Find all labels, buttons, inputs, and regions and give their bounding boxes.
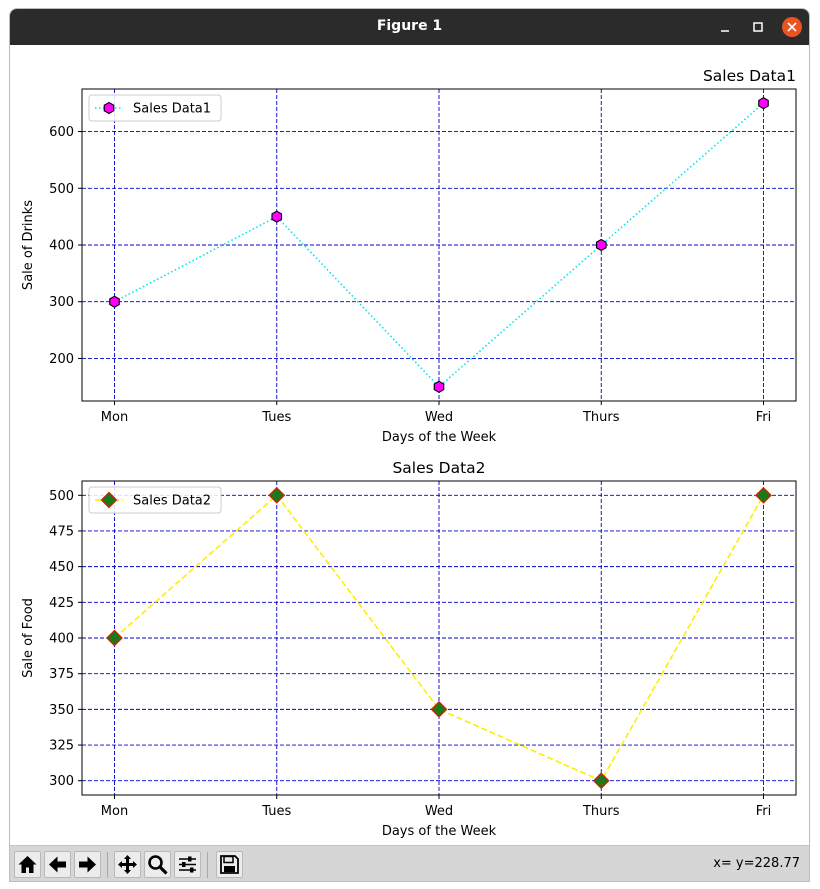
x-tick-label: Thurs (582, 804, 620, 819)
save-icon (220, 855, 239, 874)
data-point (595, 238, 607, 252)
x-tick-label: Tues (261, 804, 291, 819)
data-point (109, 295, 120, 308)
data-point (271, 210, 283, 223)
figure-window: Figure 1 Mon Tues Wed Thurs Fri 200 300 400 500 6… (9, 8, 810, 882)
chart-title: Sales Data2 (392, 459, 485, 477)
y-tick-label: 475 (49, 524, 74, 539)
minimize-icon (721, 30, 729, 32)
window-title: Figure 1 (376, 18, 443, 34)
home-icon (18, 856, 37, 873)
back-icon (49, 856, 66, 873)
y-tick-label: 425 (49, 596, 74, 611)
close-icon (782, 17, 802, 37)
y-tick-label: 400 (49, 239, 74, 254)
chart-title: Sales Data1 (703, 67, 796, 85)
maximize-icon (753, 22, 763, 32)
y-tick-label: 600 (49, 125, 74, 140)
x-tick-label: Mon (101, 410, 128, 425)
pan-button[interactable] (114, 851, 141, 878)
legend: Sales Data2 (88, 486, 222, 514)
y-axis-label: Sale of Food (21, 598, 36, 678)
configure-button[interactable] (174, 851, 201, 878)
forward-icon (79, 856, 96, 873)
x-axis-label: Days of the Week (382, 430, 497, 445)
x-tick-label: Fri (756, 410, 772, 425)
y-tick-label: 300 (49, 295, 74, 310)
figure-canvas[interactable]: Mon Tues Wed Thurs Fri 200 300 400 500 600 Days of… (10, 45, 809, 845)
close-button[interactable] (781, 16, 803, 38)
x-tick-label: Thurs (582, 410, 620, 425)
y-tick-label: 300 (49, 774, 74, 789)
x-tick-label: Wed (425, 804, 453, 819)
navigation-toolbar: x= y=228.77 (10, 845, 809, 881)
toolbar-separator (107, 852, 108, 878)
figure-svg: Mon Tues Wed Thurs Fri 200 300 400 500 600 Days of… (21, 67, 797, 839)
data-point (268, 486, 286, 504)
chart-2: Mon Tues Wed Thurs Fri 300 325 350 375 400 425 450 4… (21, 459, 797, 839)
y-tick-label: 200 (49, 352, 74, 367)
data-point (100, 491, 118, 509)
maximize-button[interactable] (747, 16, 769, 38)
data-point (755, 486, 772, 504)
save-button[interactable] (216, 851, 243, 878)
zoom-button[interactable] (144, 851, 171, 878)
coordinate-readout: x= y=228.77 (713, 856, 800, 871)
y-tick-label: 325 (49, 739, 74, 754)
x-axis-label: Days of the Week (382, 824, 497, 839)
forward-button[interactable] (74, 851, 101, 878)
legend-box (88, 94, 222, 122)
data-point (592, 772, 610, 790)
y-tick-label: 500 (49, 182, 74, 197)
series-line (113, 494, 765, 782)
legend: Sales Data1 (88, 94, 222, 122)
x-tick-label: Mon (101, 804, 128, 819)
data-point (106, 629, 123, 647)
y-tick-label: 375 (49, 667, 74, 682)
back-button[interactable] (44, 851, 71, 878)
home-button[interactable] (14, 851, 41, 878)
data-point (430, 700, 448, 718)
x-tick-label: Tues (261, 410, 291, 425)
legend-box (88, 486, 222, 514)
data-point (758, 97, 769, 110)
data-point (433, 380, 445, 393)
y-axis-label: Sale of Drinks (21, 200, 36, 290)
minimize-button[interactable] (714, 16, 736, 38)
legend-label: Sales Data1 (133, 102, 211, 117)
y-tick-label: 400 (49, 632, 74, 647)
data-point (103, 101, 115, 115)
title-bar[interactable]: Figure 1 (10, 9, 809, 45)
legend-label: Sales Data2 (133, 494, 211, 509)
toolbar-separator (207, 852, 208, 878)
x-tick-label: Fri (756, 804, 772, 819)
y-tick-label: 500 (49, 489, 74, 504)
y-tick-label: 350 (49, 703, 74, 718)
pan-icon (118, 855, 137, 874)
chart-1: Mon Tues Wed Thurs Fri 200 300 400 500 600 Days of… (21, 67, 797, 445)
configure-icon (179, 856, 196, 873)
y-tick-label: 450 (49, 560, 74, 575)
zoom-icon (148, 855, 168, 875)
x-tick-label: Wed (425, 410, 453, 425)
